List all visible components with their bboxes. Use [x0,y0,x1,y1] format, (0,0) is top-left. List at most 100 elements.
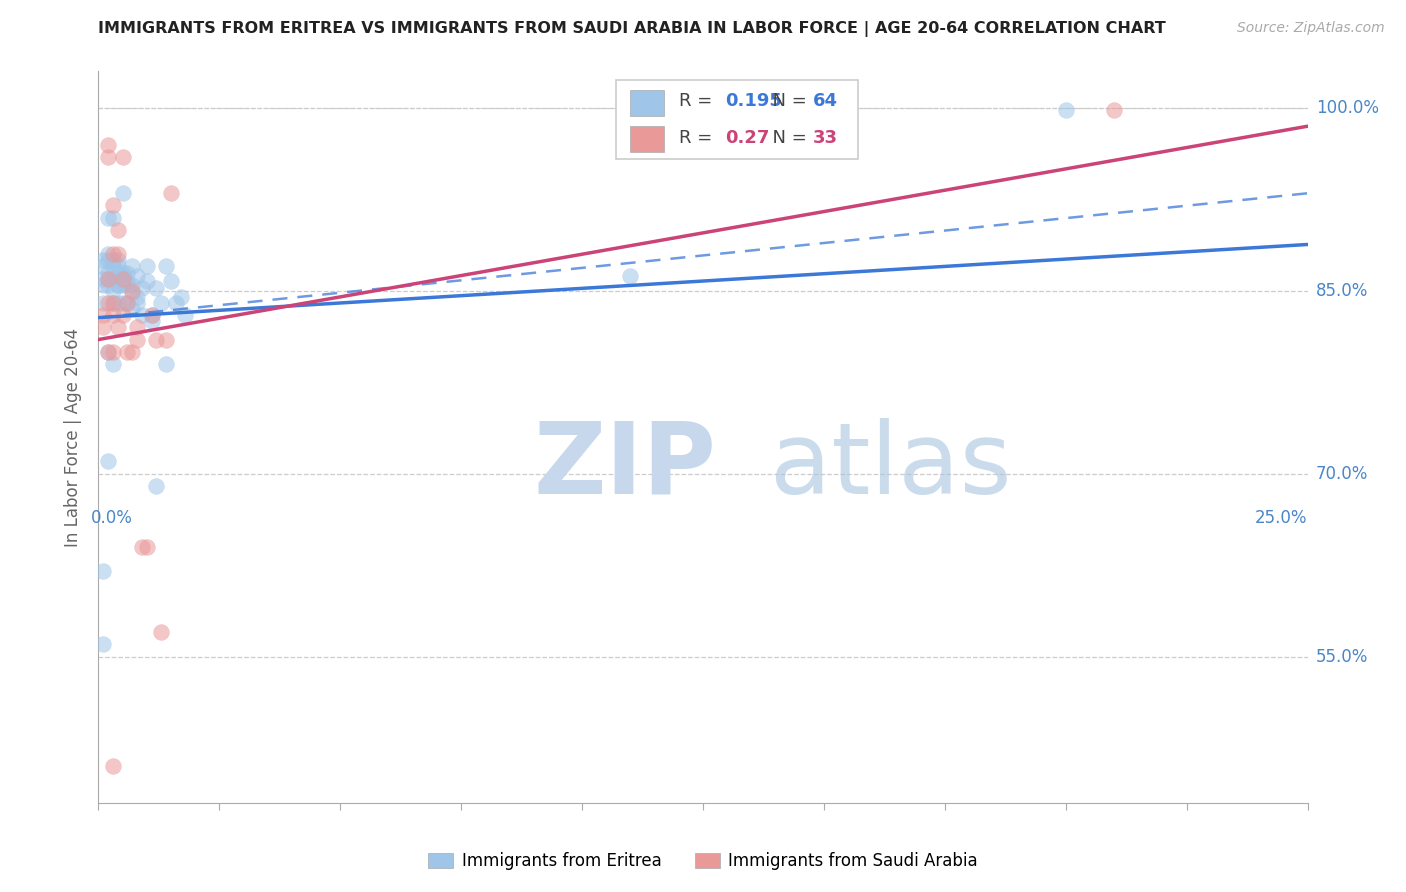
Text: IMMIGRANTS FROM ERITREA VS IMMIGRANTS FROM SAUDI ARABIA IN LABOR FORCE | AGE 20-: IMMIGRANTS FROM ERITREA VS IMMIGRANTS FR… [98,21,1166,37]
Point [121,260,143,274]
Text: 64: 64 [813,93,838,111]
Text: 25.0%: 25.0% [1256,508,1308,527]
Point [101,296,124,310]
Point [111,296,134,310]
Point [135,260,157,274]
Point [101,271,124,285]
Point [121,284,143,298]
Text: atlas: atlas [769,417,1011,515]
FancyBboxPatch shape [630,126,664,153]
Point [121,277,143,292]
Point [107,320,129,334]
Text: R =: R = [679,128,718,147]
Point [111,269,134,284]
Y-axis label: In Labor Force | Age 20-64: In Labor Force | Age 20-64 [65,327,83,547]
Point [107,296,129,310]
Point [135,274,157,288]
Point [155,260,177,274]
Point [101,344,124,359]
Point [107,260,129,274]
Point [91,320,114,334]
Text: Source: ZipAtlas.com: Source: ZipAtlas.com [1237,21,1385,35]
Point [111,274,134,288]
Point [101,357,124,371]
Point [127,290,149,304]
Text: N =: N = [761,93,813,111]
Point [165,296,187,310]
Point [97,344,120,359]
Point [101,759,124,773]
Point [101,296,124,310]
Point [101,198,124,212]
Legend: Immigrants from Eritrea, Immigrants from Saudi Arabia: Immigrants from Eritrea, Immigrants from… [422,846,984,877]
Point [91,296,114,310]
Point [101,260,124,274]
Point [97,150,120,164]
Point [97,253,120,268]
Point [101,211,124,225]
Point [111,266,134,280]
Point [101,284,124,298]
Point [131,281,153,295]
Point [91,260,114,274]
Point [169,290,191,304]
Point [145,333,167,347]
Point [127,296,149,310]
Point [135,540,157,554]
Text: 100.0%: 100.0% [1316,99,1379,117]
Point [145,281,167,295]
Point [97,211,120,225]
FancyBboxPatch shape [630,90,664,116]
Point [131,540,153,554]
Point [107,223,129,237]
Point [117,296,139,310]
Point [121,344,143,359]
Point [160,274,183,288]
Point [155,357,177,371]
Point [101,308,124,322]
Point [97,247,120,261]
Point [117,274,139,288]
Point [97,277,120,292]
Text: 0.27: 0.27 [724,128,769,147]
Point [141,308,163,322]
Point [97,271,120,285]
Point [117,296,139,310]
Point [160,186,183,201]
Point [107,247,129,261]
Point [97,296,120,310]
Point [101,271,124,285]
Point [174,308,197,322]
Point [91,637,114,651]
Point [91,308,114,322]
Point [150,296,173,310]
Point [1102,103,1125,118]
Point [101,253,124,268]
Point [111,150,134,164]
Point [117,277,139,292]
Text: ZIP: ZIP [534,417,717,515]
Text: 55.0%: 55.0% [1316,648,1368,665]
Point [91,271,114,285]
Point [141,308,163,322]
Point [131,308,153,322]
Point [101,247,124,261]
Point [91,277,114,292]
Point [97,137,120,152]
Point [101,271,124,285]
Text: 70.0%: 70.0% [1316,465,1368,483]
Point [127,320,149,334]
Point [121,302,143,317]
Point [127,333,149,347]
Point [107,266,129,280]
Point [107,253,129,268]
Point [107,277,129,292]
Point [141,314,163,328]
Point [145,479,167,493]
Point [155,333,177,347]
Text: 85.0%: 85.0% [1316,282,1368,300]
FancyBboxPatch shape [616,80,858,159]
Point [111,186,134,201]
Point [91,253,114,268]
Text: N =: N = [761,128,813,147]
